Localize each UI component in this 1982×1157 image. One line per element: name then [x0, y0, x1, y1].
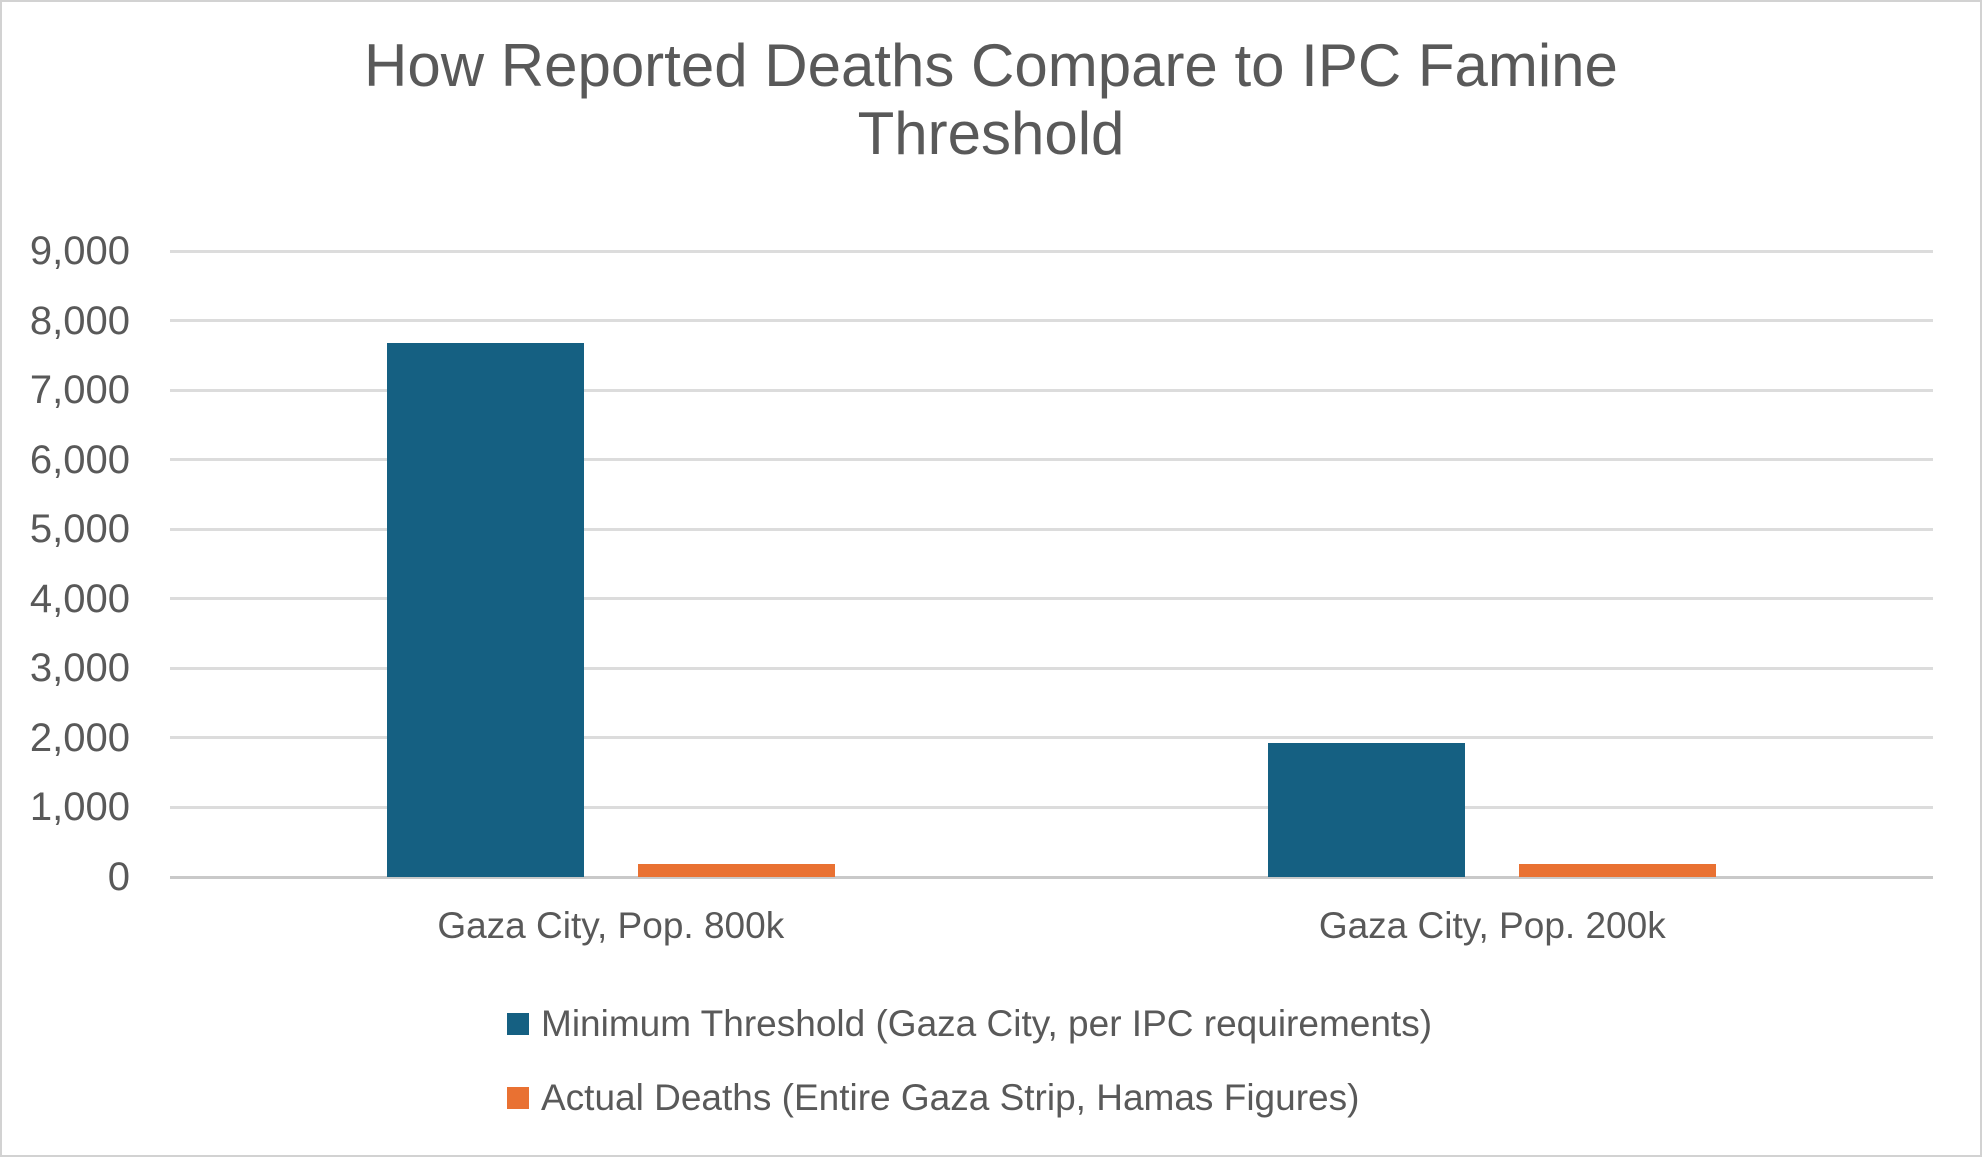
y-tick-label: 9,000 — [29, 229, 130, 273]
y-tick-label: 8,000 — [29, 298, 130, 343]
category-label: Gaza City, Pop. 200k — [1318, 905, 1666, 946]
bar-actual-deaths-1 — [637, 864, 835, 877]
legend-label-actual-deaths: Actual Deaths (Entire Gaza Strip, Hamas … — [541, 1077, 1360, 1118]
y-tick-label: 6,000 — [29, 437, 130, 482]
y-tick-label: 3,000 — [29, 646, 130, 691]
gridline — [170, 736, 1933, 740]
gridline — [170, 388, 1933, 392]
legend-swatch-actual-deaths — [507, 1087, 529, 1109]
y-tick-label: 2,000 — [29, 715, 130, 760]
gridline — [170, 666, 1933, 670]
gridline — [170, 319, 1933, 323]
legend-item-actual-deaths: Actual Deaths (Entire Gaza Strip, Hamas … — [507, 1075, 1359, 1121]
gridline — [170, 458, 1933, 462]
bar-minimum-threshold-2 — [1268, 743, 1466, 877]
y-tick-label: 4,000 — [29, 576, 130, 621]
gridline — [170, 805, 1933, 809]
gridline — [170, 527, 1933, 531]
x-axis-line — [170, 875, 1933, 879]
y-tick-label: 0 — [107, 855, 130, 899]
legend-label-minimum-threshold: Minimum Threshold (Gaza City, per IPC re… — [541, 1003, 1433, 1044]
category-label: Gaza City, Pop. 800k — [437, 905, 785, 946]
bar-minimum-threshold-1 — [386, 342, 584, 877]
bar-actual-deaths-2 — [1519, 864, 1717, 877]
y-tick-label: 1,000 — [29, 785, 130, 830]
legend-item-minimum-threshold: Minimum Threshold (Gaza City, per IPC re… — [507, 1001, 1432, 1047]
y-tick-label: 5,000 — [29, 507, 130, 552]
gridline — [170, 249, 1933, 253]
gridline — [170, 597, 1933, 601]
legend-swatch-minimum-threshold — [507, 1013, 529, 1035]
chart-title: How Reported Deaths Compare to IPC Famin… — [364, 32, 1618, 167]
y-tick-label: 7,000 — [29, 368, 130, 413]
